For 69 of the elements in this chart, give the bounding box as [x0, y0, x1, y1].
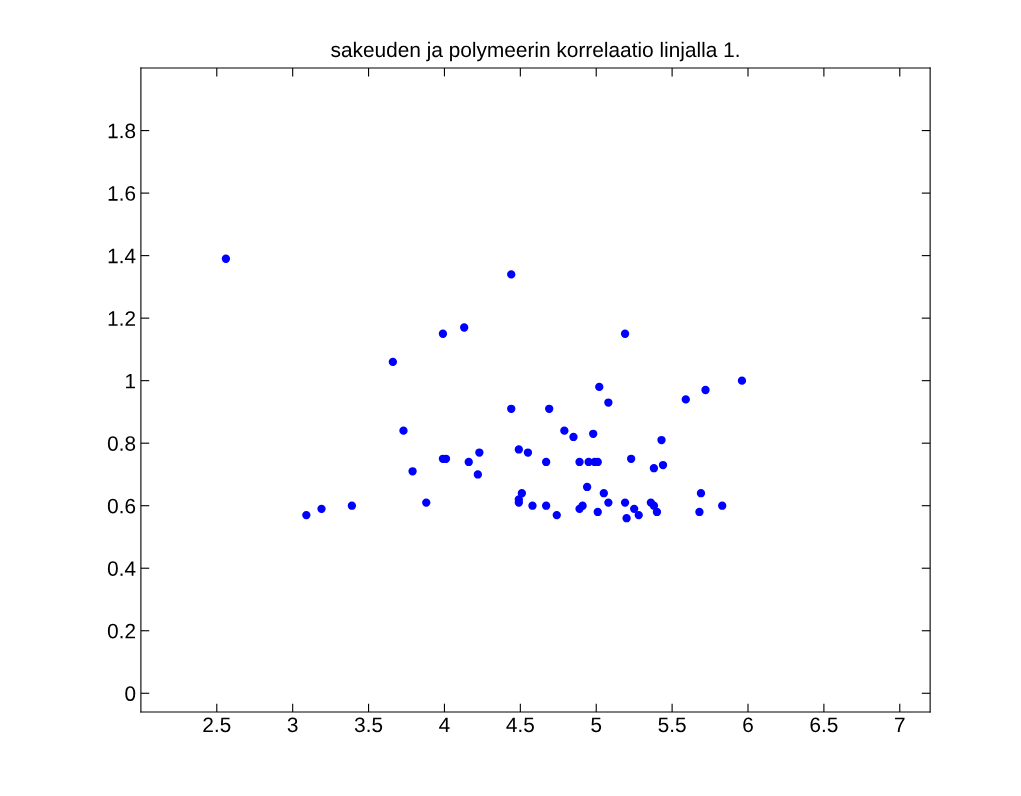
point [622, 514, 631, 523]
y-tick-label: 1.4 [108, 248, 136, 264]
point [541, 457, 551, 467]
point [569, 432, 578, 442]
y-tick-label: 1.8 [108, 123, 136, 139]
y-tick-label: 0.2 [107, 623, 135, 639]
point [473, 470, 483, 479]
x-tick-label: 5 [591, 717, 602, 733]
point [658, 460, 668, 470]
point [464, 457, 473, 467]
y-tick-label: 0.6 [107, 498, 136, 514]
point [438, 329, 448, 338]
y-tick-label: 0.8 [107, 436, 136, 451]
point [696, 489, 706, 498]
point [507, 404, 516, 413]
point [422, 498, 431, 507]
point [560, 426, 569, 435]
point [599, 489, 608, 498]
point [626, 454, 636, 463]
point [695, 507, 704, 517]
point [649, 464, 659, 473]
chart-title: sakeuden ja polymeerin korrelaatio linjalla 1. [331, 41, 739, 62]
point [347, 501, 357, 510]
point [620, 498, 630, 507]
point [388, 357, 398, 367]
point [552, 510, 561, 520]
point [575, 457, 584, 467]
point [221, 254, 231, 263]
point [528, 501, 537, 510]
point [460, 323, 469, 332]
point [652, 507, 662, 517]
x-tick-label: 4 [439, 717, 450, 732]
y-tick-label: 1.2 [108, 311, 135, 326]
point [630, 504, 639, 513]
point [620, 329, 630, 338]
x-tick-label: 2.5 [203, 717, 231, 733]
point [718, 501, 727, 510]
y-tick-label: 1 [126, 373, 136, 389]
point [302, 510, 311, 520]
point [475, 448, 484, 457]
point [634, 510, 643, 520]
y-tick-label: 1.6 [108, 186, 136, 201]
point [408, 467, 417, 476]
point [582, 482, 592, 492]
x-tick-label: 5.5 [658, 717, 686, 733]
x-tick-label: 3 [287, 717, 298, 733]
point [589, 429, 598, 438]
point [681, 395, 690, 404]
x-tick-label: 6.5 [810, 717, 838, 733]
point [737, 376, 747, 385]
x-tick-label: 6 [743, 717, 753, 733]
point [523, 448, 533, 457]
point [399, 426, 408, 435]
point [507, 270, 516, 279]
y-tick-label: 0 [125, 686, 136, 702]
point [541, 501, 551, 510]
x-tick-label: 3.5 [354, 717, 383, 733]
point [595, 382, 604, 392]
x-tick-label: 7 [895, 717, 905, 732]
point [545, 404, 554, 413]
y-tick-label: 0.4 [107, 561, 136, 576]
point [317, 504, 326, 513]
point [514, 445, 523, 454]
point [604, 498, 613, 507]
point [701, 385, 710, 395]
point [657, 435, 666, 445]
point [593, 507, 602, 517]
x-tick-label: 4.5 [506, 717, 534, 733]
point [604, 398, 613, 407]
